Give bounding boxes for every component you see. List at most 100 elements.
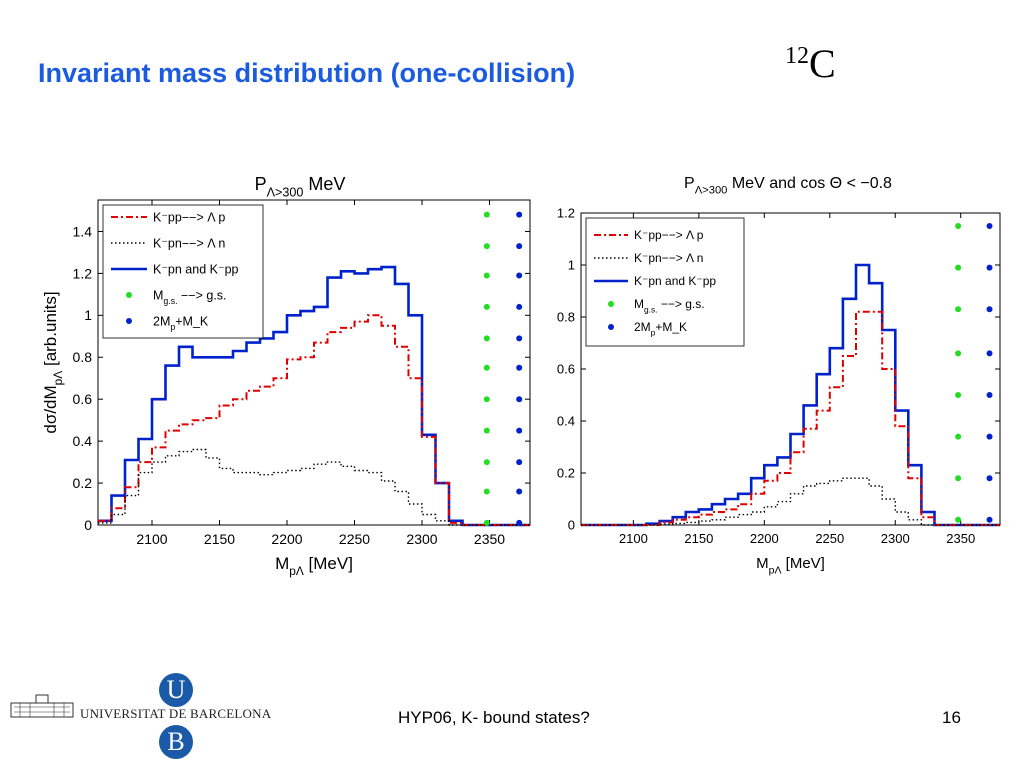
plot-frame	[97, 199, 531, 526]
legend-marker-3	[608, 301, 614, 307]
marker-point-1	[516, 459, 523, 466]
chart-left: 2100 2150 2200 2250 2300 2350 0 0.2 0.4 0.6 0.8 1 1.…	[41, 174, 531, 578]
marker-point-1	[516, 427, 523, 434]
legend-label-1: K⁻pn−−> Λ n	[634, 251, 703, 265]
y-axis-label-group: dσ/dMpΛ [arb.units]	[41, 291, 65, 433]
marker-point-1	[516, 211, 523, 218]
marker-point-0	[955, 392, 962, 398]
y-tick-label: 0.4	[73, 433, 93, 449]
legend-marker-4	[126, 318, 132, 324]
y-tick-label: 0.2	[557, 466, 575, 481]
series-line-1	[98, 314, 530, 526]
marker-point-1	[516, 364, 523, 371]
y-tick-label: 0	[568, 518, 575, 533]
y-axis-label: dσ/dMpΛ [arb.units]	[41, 291, 65, 433]
marker-point-0	[955, 475, 962, 482]
x-tick-label: 2350	[946, 531, 975, 546]
x-tick-label: 2250	[815, 531, 844, 546]
marker-point-0	[483, 364, 490, 371]
footer-text: HYP06, K- bound states?	[398, 708, 590, 727]
x-tick-label: 2150	[204, 531, 235, 547]
marker-point-1	[986, 392, 993, 398]
page-number: 16	[942, 708, 961, 727]
legend-label-2: K⁻pn and K⁻pp	[153, 262, 239, 276]
legend-label-0: K⁻pp−−> Λ p	[634, 228, 704, 242]
marker-point-0	[955, 516, 962, 523]
marker-point-0	[955, 223, 962, 229]
marker-point-0	[483, 459, 490, 466]
y-tick-label: 1.2	[557, 206, 575, 221]
x-tick-label: 2300	[881, 531, 910, 546]
university-seal-u: U	[159, 673, 193, 707]
element-symbol: C	[809, 41, 836, 86]
marker-point-0	[483, 211, 490, 218]
marker-point-0	[483, 427, 490, 434]
x-tick-label: 2150	[684, 531, 713, 546]
legend-label-4: 2Mp+M_K	[153, 314, 209, 331]
x-tick-label: 2200	[750, 531, 779, 546]
marker-point-1	[516, 488, 523, 495]
x-tick-label: 2250	[339, 531, 370, 547]
y-tick-label: 0.8	[73, 349, 93, 365]
marker-point-1	[986, 264, 993, 271]
legend-marker-3	[126, 292, 132, 298]
y-tick-label: 1	[84, 307, 92, 323]
legend-label-0: K⁻pp−−> Λ p	[153, 210, 225, 224]
x-tick-label: 2100	[619, 531, 648, 546]
marker-point-1	[516, 272, 523, 279]
marker-point-1	[986, 350, 993, 357]
legend-label-2: K⁻pn and K⁻pp	[634, 274, 716, 288]
chart-title: PΛ>300 MeV	[255, 174, 346, 199]
marker-point-0	[483, 396, 490, 403]
x-axis-label: MpΛ [MeV]	[275, 554, 353, 578]
legend-box	[102, 204, 264, 339]
legend-label-4: 2Mp+M_K	[634, 320, 687, 337]
x-axis-label: MpΛ [MeV]	[756, 555, 825, 576]
marker-point-0	[483, 303, 490, 310]
y-tick-label: 0.8	[557, 310, 575, 325]
legend-marker-4	[608, 324, 614, 330]
element-label: 12C	[785, 40, 836, 87]
marker-point-0	[955, 433, 962, 440]
y-tick-label: 1	[568, 258, 575, 273]
university-seal-b: B	[159, 725, 193, 759]
marker-point-1	[986, 433, 993, 440]
legend-label-1: K⁻pn−−> Λ n	[153, 236, 225, 250]
y-tick-label: 1.2	[73, 265, 93, 281]
chart-title: PΛ>300 MeV and cos Θ < −0.8	[684, 175, 892, 197]
series-line-1	[581, 310, 1000, 526]
marker-point-1	[986, 475, 993, 482]
marker-point-1	[986, 223, 993, 229]
marker-point-1	[516, 243, 523, 250]
marker-point-0	[483, 243, 490, 250]
marker-point-0	[483, 488, 490, 495]
marker-point-0	[955, 306, 962, 313]
marker-point-0	[955, 264, 962, 271]
marker-point-1	[516, 396, 523, 403]
legend-label-3: Mg.s. −−> g.s.	[634, 297, 705, 314]
y-tick-label: 1.4	[73, 223, 93, 239]
y-tick-label: 0.6	[73, 391, 93, 407]
marker-point-1	[986, 306, 993, 313]
university-name: UNIVERSITAT DE BARCELONA	[80, 706, 272, 721]
marker-point-0	[483, 272, 490, 279]
series-line-2	[581, 477, 1000, 526]
x-tick-label: 2350	[474, 531, 505, 547]
slide-title: Invariant mass distribution (one-collisi…	[38, 58, 576, 88]
marker-point-1	[986, 516, 993, 523]
chart-right: 2100 2150 2200 2250 2300 2350 0 0.2 0.4 0.6 0.8 1 1.…	[557, 175, 1001, 576]
marker-point-0	[483, 335, 490, 342]
marker-point-0	[483, 519, 490, 526]
element-mass-number: 12	[785, 43, 809, 69]
legend-label-3: Mg.s. −−> g.s.	[153, 288, 227, 305]
y-tick-label: 0.2	[73, 475, 93, 491]
y-tick-label: 0.4	[557, 414, 575, 429]
x-tick-label: 2200	[271, 531, 302, 547]
marker-point-1	[516, 303, 523, 310]
x-tick-label: 2100	[136, 531, 167, 547]
marker-point-0	[955, 350, 962, 357]
y-tick-label: 0.6	[557, 362, 575, 377]
marker-point-1	[516, 519, 523, 526]
university-logo-building	[10, 694, 74, 718]
marker-point-1	[516, 335, 523, 342]
